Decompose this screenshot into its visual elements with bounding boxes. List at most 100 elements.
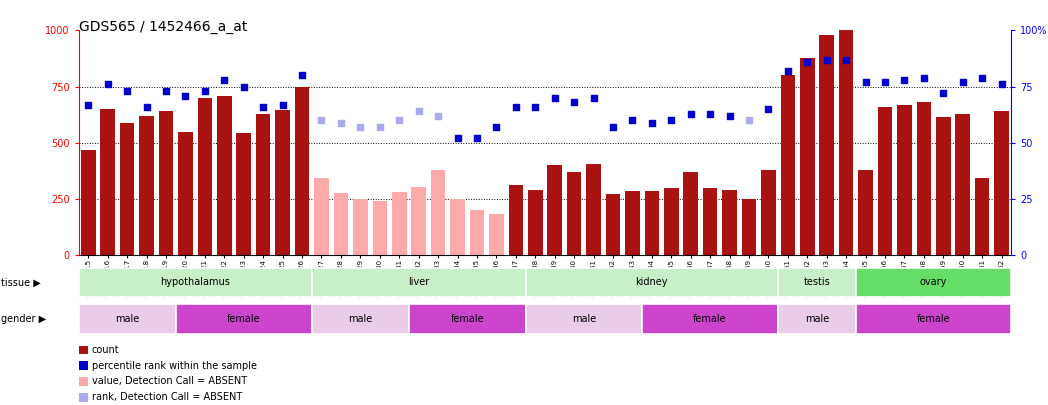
Bar	[528, 190, 543, 255]
Point	[741, 117, 758, 124]
Bar	[664, 188, 678, 255]
Text: tissue ▶: tissue ▶	[1, 278, 41, 288]
Point	[80, 101, 96, 108]
Point	[935, 90, 952, 96]
Point	[332, 119, 349, 126]
Bar	[312, 305, 409, 334]
Bar	[176, 305, 312, 334]
Text: female: female	[694, 314, 727, 324]
Bar	[198, 98, 212, 255]
Bar	[856, 305, 1011, 334]
Bar	[800, 58, 814, 255]
Bar	[778, 305, 856, 334]
Text: testis: testis	[804, 277, 830, 288]
Point	[450, 135, 466, 141]
Text: GDS565 / 1452466_a_at: GDS565 / 1452466_a_at	[79, 20, 247, 34]
Point	[313, 117, 330, 124]
Point	[799, 59, 815, 65]
Bar	[975, 178, 989, 255]
Bar	[372, 200, 387, 255]
Bar	[742, 199, 757, 255]
Bar	[820, 35, 834, 255]
Point	[138, 104, 155, 110]
Bar	[119, 123, 134, 255]
Point	[702, 110, 719, 117]
Bar	[781, 75, 795, 255]
Bar	[508, 185, 523, 255]
Bar	[451, 199, 465, 255]
Point	[624, 117, 640, 124]
Point	[721, 113, 738, 119]
Point	[236, 83, 253, 90]
Point	[488, 124, 505, 130]
Bar	[642, 305, 778, 334]
Point	[352, 124, 369, 130]
Point	[118, 88, 135, 94]
Point	[293, 72, 310, 79]
Point	[876, 79, 893, 85]
Point	[527, 104, 544, 110]
Point	[566, 99, 583, 106]
Point	[585, 95, 602, 101]
Point	[391, 117, 408, 124]
Point	[177, 92, 194, 99]
Point	[468, 135, 485, 141]
Bar	[79, 377, 88, 386]
Bar	[606, 194, 620, 255]
Text: male: male	[115, 314, 139, 324]
Text: male: male	[805, 314, 829, 324]
Bar	[333, 193, 348, 255]
Bar	[525, 268, 778, 297]
Bar	[79, 268, 312, 297]
Bar	[139, 116, 154, 255]
Text: gender ▶: gender ▶	[1, 314, 46, 324]
Bar	[431, 170, 445, 255]
Point	[100, 81, 116, 87]
Bar	[101, 109, 115, 255]
Bar	[158, 111, 173, 255]
Bar	[917, 102, 932, 255]
Point	[605, 124, 621, 130]
Point	[216, 77, 233, 83]
Bar	[79, 361, 88, 370]
Bar	[237, 133, 252, 255]
Bar	[586, 164, 601, 255]
Text: count: count	[91, 345, 119, 355]
Text: male: male	[348, 314, 372, 324]
Point	[255, 104, 271, 110]
Point	[410, 108, 427, 115]
Text: rank, Detection Call = ABSENT: rank, Detection Call = ABSENT	[91, 392, 242, 402]
Text: hypothalamus: hypothalamus	[160, 277, 231, 288]
Bar	[567, 172, 582, 255]
Point	[780, 68, 796, 74]
Bar	[314, 178, 329, 255]
Point	[430, 113, 446, 119]
Point	[507, 104, 524, 110]
Bar	[703, 188, 718, 255]
Bar	[353, 199, 368, 255]
Point	[955, 79, 971, 85]
Bar	[217, 96, 232, 255]
Bar	[489, 213, 504, 255]
Bar	[858, 170, 873, 255]
Bar	[312, 268, 525, 297]
Text: liver: liver	[408, 277, 430, 288]
Bar	[897, 104, 912, 255]
Point	[994, 81, 1010, 87]
Bar	[956, 113, 970, 255]
Bar	[761, 170, 776, 255]
Bar	[276, 110, 290, 255]
Bar	[392, 192, 407, 255]
Text: female: female	[227, 314, 261, 324]
Text: ovary: ovary	[920, 277, 947, 288]
Bar	[79, 346, 88, 354]
Bar	[470, 210, 484, 255]
Point	[916, 75, 933, 81]
Text: female: female	[451, 314, 484, 324]
Point	[896, 77, 913, 83]
Bar	[838, 30, 853, 255]
Bar	[525, 305, 642, 334]
Bar	[722, 190, 737, 255]
Bar	[683, 172, 698, 255]
Bar	[778, 268, 856, 297]
